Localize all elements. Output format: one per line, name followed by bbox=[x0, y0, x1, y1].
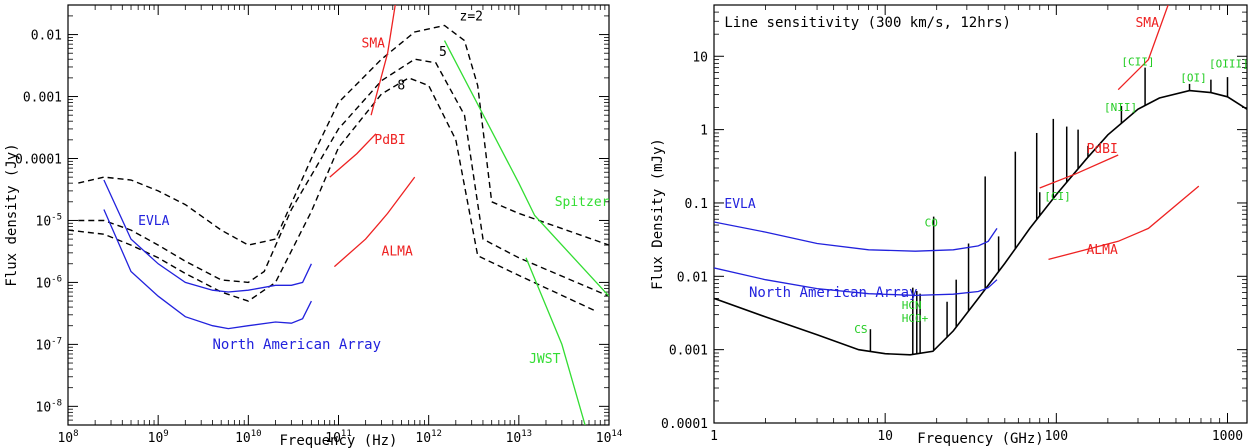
annotation-hcn: HCN bbox=[902, 299, 922, 312]
series-continuum-line bbox=[714, 89, 1247, 356]
x-tick-label: 10 bbox=[877, 429, 893, 444]
annotation-z2: z=2 bbox=[460, 9, 483, 24]
x-tick-label: 1 bbox=[710, 429, 718, 444]
y-tick-label: 0.01 bbox=[31, 29, 62, 44]
series-evla-line bbox=[103, 179, 312, 293]
plot-frame bbox=[713, 4, 1248, 424]
annotation-naa: North American Array bbox=[212, 337, 381, 353]
x-tick-label: 100 bbox=[1045, 429, 1068, 444]
annotation-naa: North American Array bbox=[749, 285, 918, 301]
annotation-jwst: JWST bbox=[529, 352, 560, 367]
annotation-sma: SMA bbox=[362, 36, 386, 51]
annotation-cii: [CII] bbox=[1121, 55, 1154, 68]
annotation-ci: [CI] bbox=[1044, 190, 1071, 203]
y-tick-label: 0.1 bbox=[685, 197, 708, 212]
minor-ticks bbox=[68, 4, 609, 426]
series-spitzer-line bbox=[443, 40, 609, 297]
y-tick-label: 10-8 bbox=[36, 398, 63, 415]
x-tick-label: 1010 bbox=[235, 429, 261, 446]
x-tick-label: 1013 bbox=[506, 429, 533, 446]
data-layer bbox=[714, 5, 1247, 356]
x-tick-label: 1011 bbox=[325, 429, 352, 446]
y-tick-label: 10-5 bbox=[36, 212, 63, 229]
series-alma-line bbox=[333, 176, 416, 268]
annotation-cs: CS bbox=[854, 323, 867, 336]
annotation-pdbi: PdBI bbox=[374, 133, 405, 148]
series-z-2-line bbox=[78, 24, 609, 246]
y-tick-label: 0.0001 bbox=[15, 152, 62, 167]
y-axis-label: Flux density (Jy) bbox=[4, 143, 20, 286]
series-sma-line bbox=[1117, 5, 1169, 91]
annotation-spitzer: Spitzer bbox=[555, 195, 610, 210]
series-alma-line bbox=[1048, 185, 1200, 261]
y-tick-label: 0.001 bbox=[23, 91, 62, 106]
y-axis-label: Flux Density (mJy) bbox=[650, 138, 666, 290]
y-tick-label: 10 bbox=[692, 50, 708, 65]
annotation-alma: ALMA bbox=[382, 245, 413, 260]
annotation-oi: [OI] bbox=[1180, 72, 1207, 85]
chart-line-sensitivity: 1 10 100 1000 10 1 0.1 0.01 0.001 0.0001 Frequency… bbox=[650, 4, 1249, 447]
series-jwst-line bbox=[525, 257, 586, 425]
series-pdbi-line bbox=[1039, 154, 1119, 189]
annotation-co: CO bbox=[925, 216, 938, 229]
annotation-title: Line sensitivity (300 km/s, 12hrs) bbox=[724, 15, 1011, 31]
y-tick-label: 10-6 bbox=[36, 274, 63, 291]
annotation-pdbi: PdBI bbox=[1086, 142, 1117, 157]
annotation-hco: HCO+ bbox=[902, 312, 929, 325]
annotation-alma: ALMA bbox=[1086, 243, 1117, 258]
y-tick-label: 0.0001 bbox=[661, 417, 708, 432]
series-evla-line bbox=[714, 221, 998, 252]
series-sma-line bbox=[370, 5, 396, 116]
x-axis-label: Frequency (Hz) bbox=[279, 433, 397, 448]
x-tick-label: 109 bbox=[148, 429, 169, 446]
annotation-nii: [NII] bbox=[1104, 101, 1137, 114]
y-tick-label: 0.001 bbox=[669, 344, 708, 359]
annotation-evla: EVLA bbox=[724, 197, 755, 212]
series-north-american-array-line bbox=[714, 267, 998, 297]
annotation-evla: EVLA bbox=[138, 214, 169, 229]
annotation-oiii: [OIII] bbox=[1209, 58, 1249, 71]
x-axis-label: Frequency (GHz) bbox=[917, 431, 1043, 447]
x-tick-label: 1012 bbox=[415, 429, 442, 446]
annotation-sma: SMA bbox=[1135, 16, 1159, 31]
series-5-line bbox=[78, 58, 609, 297]
series-north-american-array-line bbox=[103, 209, 312, 330]
x-tick-label: 108 bbox=[57, 429, 78, 446]
x-tick-label: 1014 bbox=[596, 429, 623, 446]
x-tick-label: 1000 bbox=[1212, 429, 1243, 444]
y-tick-label: 10-7 bbox=[36, 336, 63, 353]
chart-continuum-sed: 108 109 1010 1011 1012 1013 1014 0.01 0.001 0.000… bbox=[4, 4, 623, 448]
annotation-z5: 5 bbox=[439, 45, 447, 60]
annotation-z8: 8 bbox=[397, 78, 405, 93]
minor-ticks bbox=[714, 4, 1247, 423]
series-pdbi-line bbox=[329, 133, 377, 178]
y-tick-label: 0.01 bbox=[677, 270, 708, 285]
data-layer bbox=[68, 5, 609, 425]
series-8-line bbox=[68, 77, 596, 312]
y-tick-label: 1 bbox=[700, 124, 708, 139]
